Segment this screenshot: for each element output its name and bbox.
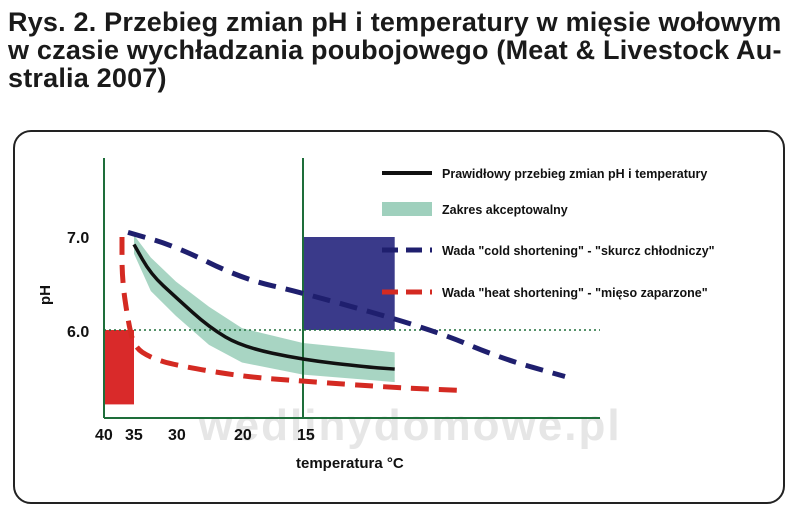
normal-series-line <box>132 243 395 371</box>
title-line-1: Rys. 2. Przebieg zmian pH i temperatury … <box>8 7 782 37</box>
title-line-2: w czasie wychładzania poubojowego (Meat … <box>8 35 782 65</box>
heat-shortening-line <box>119 237 461 393</box>
legend-swatch-acceptable <box>382 202 432 216</box>
legend-label-acceptable: Zakres akceptowalny <box>442 203 568 217</box>
legend-label-normal: Prawidłowy przebieg zmian pH i temperatu… <box>442 167 707 181</box>
legend-label-cold: Wada "cold shortening" - "skurcz chłodni… <box>442 244 715 258</box>
y-tick-7: 7.0 <box>67 230 89 247</box>
x-tick-15: 15 <box>297 427 315 444</box>
chart-frame <box>13 130 785 504</box>
x-tick-30: 30 <box>168 427 186 444</box>
title-line-3: stralia 2007) <box>8 63 167 93</box>
watermark-text: wedlinydomowe.pl <box>197 401 621 450</box>
y-tick-6: 6.0 <box>67 324 89 341</box>
figure-title: Rys. 2. Przebieg zmian pH i temperatury … <box>8 8 793 92</box>
x-axis-label: temperatura °C <box>296 455 404 472</box>
heat-zone-rect <box>104 330 134 405</box>
x-tick-35: 35 <box>125 427 143 444</box>
legend: Prawidłowy przebieg zmian pH i temperatu… <box>382 167 715 300</box>
y-axis-label: pH <box>37 285 54 305</box>
x-tick-40: 40 <box>95 427 113 444</box>
legend-label-heat: Wada "heat shortening" - "mięso zaparzon… <box>442 286 708 300</box>
x-tick-20: 20 <box>234 427 252 444</box>
cold-shortening-line <box>127 229 566 379</box>
